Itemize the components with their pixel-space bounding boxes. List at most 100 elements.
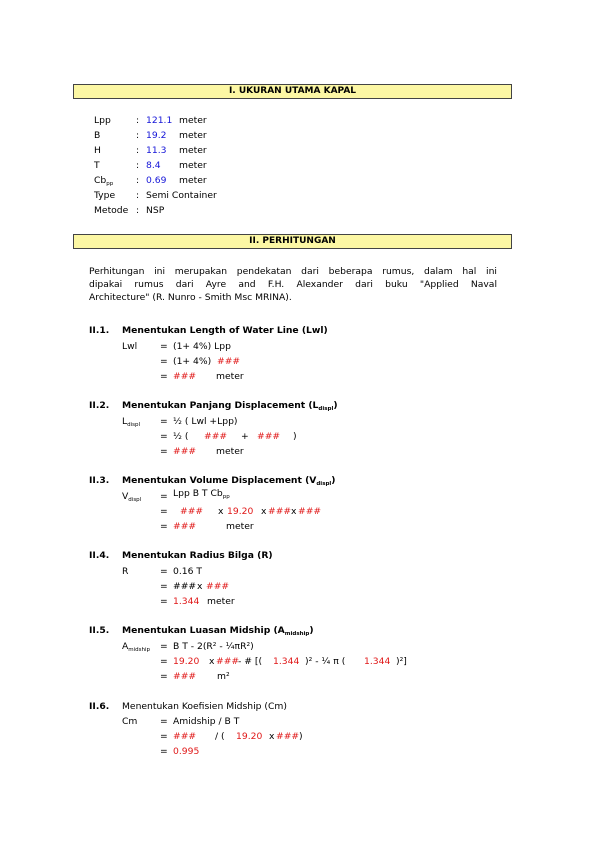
dim-colon: :	[136, 145, 140, 156]
equals-sign: =	[160, 341, 168, 352]
equals-sign: =	[160, 356, 168, 367]
formula-part: )²]	[396, 656, 407, 667]
variable-label: R	[122, 566, 129, 577]
value: ###	[206, 581, 230, 592]
value: ###	[276, 731, 300, 742]
intro-line: dipakai rumus dari Ayre and F.H. Alexand…	[89, 279, 497, 290]
equals-sign: =	[160, 446, 168, 457]
value: ###	[173, 731, 197, 742]
formula-part: )² - ¼ π (	[305, 656, 346, 667]
dim-value: 19.2	[146, 130, 167, 141]
dim-label: Type	[94, 190, 116, 201]
intro-paragraph: Perhitungan ini merupakan pendekatan dar…	[89, 265, 497, 304]
variable-label: Amidship	[122, 641, 151, 653]
formula: (1+ 4%) Lpp	[173, 341, 231, 352]
equals-sign: =	[160, 491, 168, 502]
equals-sign: =	[160, 596, 168, 607]
dim-label: Lpp	[94, 115, 111, 126]
equals-sign: =	[160, 716, 168, 727]
dim-value: 11.3	[146, 145, 167, 156]
section-heading: Menentukan Luasan Midship (Amidship)	[122, 625, 314, 637]
dim-label: T	[94, 160, 100, 171]
value: 19.20	[173, 656, 200, 667]
formula-part: - # [(	[238, 656, 263, 667]
equals-sign: =	[160, 521, 168, 532]
paren: )	[299, 731, 303, 742]
operator: +	[241, 431, 249, 442]
value: ###	[173, 581, 197, 592]
equals-sign: =	[160, 746, 168, 757]
dim-value: Semi Container	[146, 190, 217, 201]
result-unit: meter	[216, 371, 244, 382]
result-value: ###	[173, 671, 197, 682]
formula: 0.16 T	[173, 566, 202, 577]
dim-colon: :	[136, 205, 140, 216]
value: 19.20	[227, 506, 254, 517]
value: ###	[180, 506, 204, 517]
dim-colon: :	[136, 190, 140, 201]
variable-label: Ldispl	[122, 416, 141, 428]
section-number: II.4.	[89, 550, 110, 561]
variable-label: Vdispl	[122, 491, 142, 503]
section-number: II.6.	[89, 701, 110, 712]
variable-label: Lwl	[122, 341, 138, 352]
section-number: II.5.	[89, 625, 110, 636]
section-heading: Menentukan Volume Displacement (Vdispl)	[122, 475, 336, 487]
operator: x	[197, 581, 203, 592]
dim-value: 121.1	[146, 115, 173, 126]
dim-unit: meter	[179, 130, 207, 141]
equals-sign: =	[160, 566, 168, 577]
result-unit: meter	[226, 521, 254, 532]
dim-colon: :	[136, 175, 140, 186]
result-unit: meter	[207, 596, 235, 607]
section-heading: Menentukan Length of Water Line (Lwl)	[122, 325, 328, 336]
section-heading: Menentukan Koefisien Midship (Cm)	[122, 701, 287, 712]
value: 19.20	[236, 731, 263, 742]
equals-sign: =	[160, 656, 168, 667]
dim-label: Cbpp	[94, 175, 114, 187]
paren: )	[293, 431, 297, 442]
operator: x	[291, 506, 297, 517]
dim-label: B	[94, 130, 101, 141]
equals-sign: =	[160, 671, 168, 682]
operator: x	[218, 506, 224, 517]
dim-colon: :	[136, 130, 140, 141]
intro-line: Perhitungan ini merupakan pendekatan dar…	[89, 266, 497, 277]
result-value: ###	[173, 446, 197, 457]
value: 1.344	[364, 656, 391, 667]
dim-value: 8.4	[146, 160, 161, 171]
result-value: 0.995	[173, 746, 200, 757]
value: ###	[298, 506, 322, 517]
dim-unit: meter	[179, 175, 207, 186]
equals-sign: =	[160, 371, 168, 382]
formula: Amidship / B T	[173, 716, 240, 727]
value: ###	[204, 431, 228, 442]
result-value: ###	[173, 371, 197, 382]
value: ###	[217, 356, 241, 367]
dim-value: 0.69	[146, 175, 167, 186]
section-title: II. PERHITUNGAN	[249, 236, 336, 246]
dim-unit: meter	[179, 145, 207, 156]
dim-label: H	[94, 145, 101, 156]
variable-label: Cm	[122, 716, 138, 727]
equals-sign: =	[160, 641, 168, 652]
section-heading: Menentukan Radius Bilga (R)	[122, 550, 273, 561]
section-heading: Menentukan Panjang Displacement (Ldispl)	[122, 400, 338, 412]
formula-step: ½ (	[173, 431, 189, 442]
dim-value: NSP	[146, 205, 165, 216]
section-number: II.3.	[89, 475, 110, 486]
intro-line: Architecture" (R. Nunro - Smith Msc MRIN…	[89, 292, 292, 303]
equals-sign: =	[160, 506, 168, 517]
dim-colon: :	[136, 115, 140, 126]
section-number: II.2.	[89, 400, 110, 411]
formula: B T - 2(R² - ¼πR²)	[173, 641, 254, 652]
section-number: II.1.	[89, 325, 110, 336]
result-unit: meter	[216, 446, 244, 457]
result-value: 1.344	[173, 596, 200, 607]
operator: / (	[215, 731, 225, 742]
equals-sign: =	[160, 731, 168, 742]
dim-unit: meter	[179, 115, 207, 126]
section-header-perhitungan: II. PERHITUNGAN	[73, 234, 512, 249]
dim-colon: :	[136, 160, 140, 171]
section-title: I. UKURAN UTAMA KAPAL	[228, 86, 357, 96]
